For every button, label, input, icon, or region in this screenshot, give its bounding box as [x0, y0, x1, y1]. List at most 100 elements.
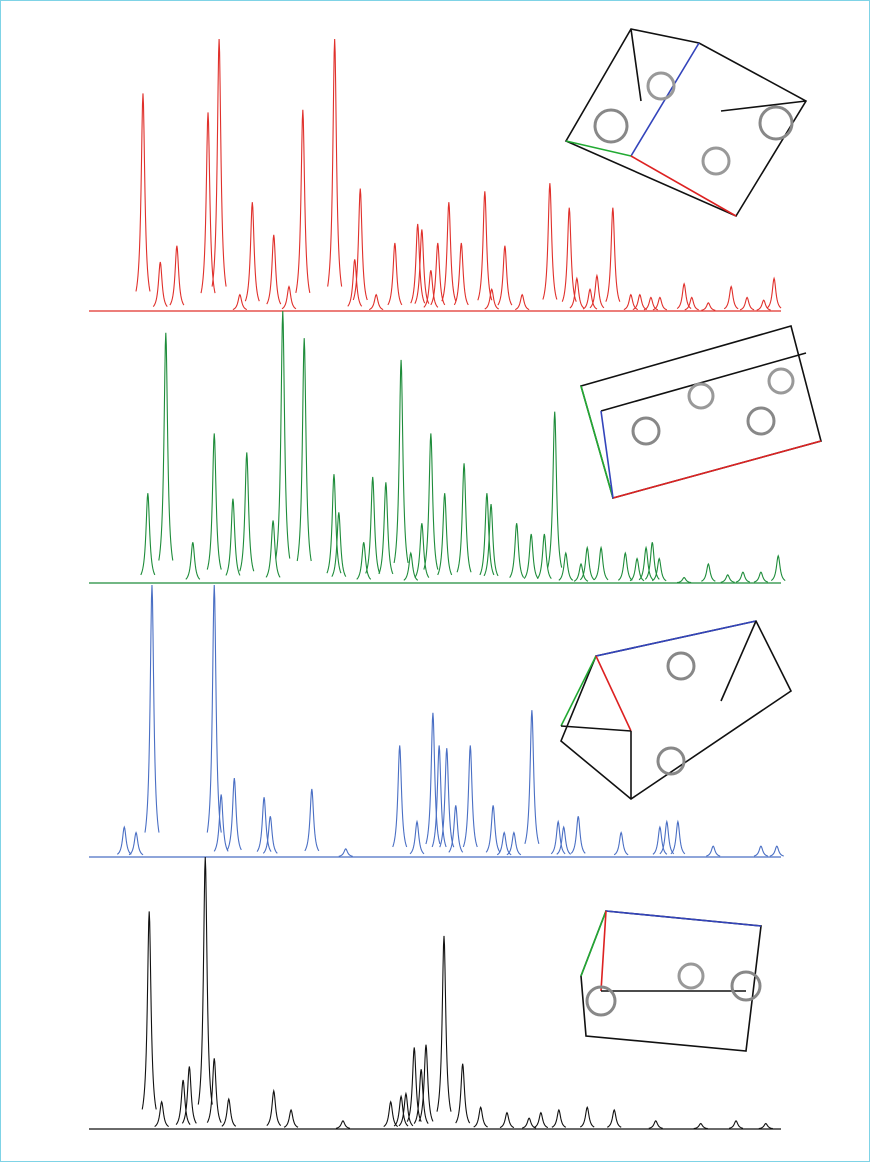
peak: [671, 822, 685, 854]
peak: [770, 846, 784, 856]
peak: [227, 778, 241, 850]
peak: [207, 585, 221, 833]
peak: [525, 710, 539, 844]
peak: [606, 208, 620, 302]
peak: [771, 556, 785, 581]
peak: [498, 246, 512, 305]
peak: [388, 243, 402, 305]
peak: [522, 1118, 536, 1128]
peak: [198, 857, 212, 1105]
peak: [212, 39, 226, 287]
peak: [297, 338, 311, 561]
peak: [580, 1107, 594, 1127]
peak: [457, 463, 471, 572]
peak: [740, 297, 754, 309]
peak: [594, 548, 608, 580]
peak: [552, 1110, 566, 1127]
peak: [463, 745, 477, 846]
peak: [590, 276, 604, 308]
peak: [559, 553, 573, 580]
peak: [419, 1045, 433, 1122]
peak: [424, 433, 438, 569]
peak: [276, 311, 290, 559]
peak: [328, 39, 342, 287]
peak: [534, 1113, 548, 1128]
peak: [186, 542, 200, 579]
peak: [486, 805, 500, 852]
peak: [245, 202, 259, 301]
peak: [721, 575, 735, 582]
peak: [267, 235, 281, 304]
peak: [767, 278, 781, 308]
peak: [500, 1113, 514, 1128]
peak: [754, 846, 768, 856]
peak: [456, 1064, 470, 1123]
peak: [384, 1102, 398, 1127]
peak: [548, 412, 562, 568]
peak: [454, 243, 468, 305]
peak: [431, 243, 445, 305]
peak: [170, 246, 184, 305]
peak: [551, 822, 565, 854]
peak: [729, 1121, 743, 1128]
peak: [694, 1124, 708, 1129]
peak: [510, 523, 524, 577]
peak: [327, 474, 341, 573]
peak: [649, 1121, 663, 1128]
peak: [580, 548, 594, 580]
peak: [339, 849, 353, 856]
peak: [757, 300, 771, 310]
peak: [159, 333, 173, 561]
peak: [759, 1124, 773, 1129]
peak: [724, 287, 738, 309]
peak: [438, 493, 452, 575]
peak: [437, 936, 451, 1112]
peak: [478, 191, 492, 300]
peak: [607, 1110, 621, 1127]
peak: [284, 1110, 298, 1127]
peak: [267, 1091, 281, 1126]
peak: [571, 816, 585, 853]
peak: [630, 559, 644, 581]
peak: [706, 846, 720, 856]
peak: [701, 564, 715, 581]
crystal-cell: [581, 326, 821, 498]
peak: [353, 189, 367, 300]
peak: [336, 1121, 350, 1128]
crystal-cell: [581, 911, 761, 1051]
peak: [129, 833, 143, 855]
peak: [440, 748, 454, 847]
peak: [407, 1047, 421, 1121]
peak: [754, 572, 768, 582]
figure: [0, 0, 870, 1162]
peak: [570, 278, 584, 308]
peak: [240, 452, 254, 571]
peak: [201, 112, 215, 293]
peak: [507, 833, 521, 855]
peak: [369, 295, 383, 310]
peak: [524, 534, 538, 579]
peak: [155, 1102, 169, 1127]
peak: [153, 262, 167, 307]
peak: [117, 827, 131, 854]
peak: [296, 110, 310, 293]
peak: [677, 578, 691, 583]
peak: [214, 794, 228, 851]
peak: [410, 822, 424, 854]
peak: [366, 477, 380, 574]
peak: [736, 572, 750, 582]
peak: [557, 827, 571, 854]
chart: [1, 1, 869, 1161]
peak: [348, 259, 362, 306]
peak: [379, 482, 393, 574]
peak: [145, 585, 159, 833]
peak: [305, 789, 319, 851]
peak: [701, 303, 715, 310]
peak: [393, 745, 407, 846]
peak: [222, 1099, 236, 1126]
peak: [515, 295, 529, 310]
peak: [282, 287, 296, 309]
peak: [207, 433, 221, 569]
peak: [233, 295, 247, 310]
peak: [474, 1107, 488, 1127]
